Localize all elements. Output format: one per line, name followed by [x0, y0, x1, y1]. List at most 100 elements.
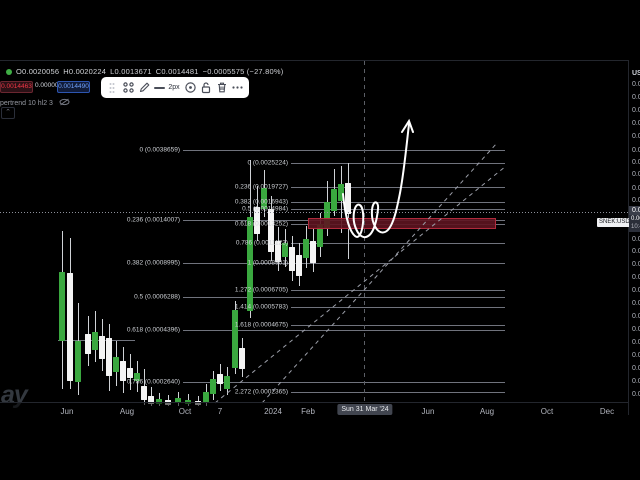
fib-right-line[interactable]	[291, 263, 505, 264]
candle[interactable]	[345, 183, 351, 214]
fib-right-label: 2.272 (0.0002365)	[234, 388, 288, 396]
color-pencil-icon[interactable]	[137, 79, 152, 96]
candle[interactable]	[120, 361, 126, 381]
time-axis-label: 7	[217, 407, 223, 416]
time-axis[interactable]: Sun 31 Mar '24 Jun Aug Oct 7 2024 Feb Jun Aug Oc…	[0, 402, 640, 417]
drawing-toolbar[interactable]: 2px	[101, 77, 249, 98]
candle[interactable]	[113, 357, 119, 372]
fib-right-label: 0.786 (0.0011123)	[235, 239, 288, 247]
candle[interactable]	[331, 189, 337, 211]
price-tick-label: 0.00	[632, 365, 640, 372]
dot-style-icon[interactable]	[121, 79, 136, 96]
eye-hidden-icon[interactable]	[59, 98, 70, 106]
pair-price-tag: SNEK:USDT	[597, 218, 636, 227]
fib-left-line[interactable]	[183, 382, 505, 383]
price-tick-label: 0.00	[632, 120, 640, 127]
time-axis-label: Aug	[119, 407, 135, 416]
price-axis-unit: USDT	[632, 70, 640, 77]
ohlc-high: H0.0020224	[63, 67, 107, 76]
price-tick-label: 0.00	[632, 133, 640, 140]
price-tick-label: 0.00	[632, 274, 640, 281]
buy-price-button[interactable]: 0.0014490	[57, 81, 90, 93]
candle[interactable]	[127, 368, 133, 378]
fib-left-label: 0.5 (0.0006288)	[134, 293, 180, 301]
fib-right-line[interactable]	[291, 392, 505, 393]
fib-right-line[interactable]	[291, 163, 505, 164]
drag-handle-icon[interactable]	[105, 79, 120, 96]
price-tick-label: 0.00	[632, 378, 640, 385]
sell-price-button[interactable]: 0.0014463	[0, 81, 33, 93]
price-countdown-label: 0.00 10:4	[629, 215, 640, 232]
indicator-legend[interactable]: pertrend 10 hl2 3	[0, 98, 70, 107]
ohlc-low: L0.0013671	[110, 67, 152, 76]
crosshair-date-label: Sun 31 Mar '24	[337, 404, 393, 415]
candle[interactable]	[175, 398, 181, 403]
candle[interactable]	[289, 247, 295, 271]
fib-right-label: 0 (0.0025224)	[247, 159, 288, 167]
price-tick-label: 0.00	[632, 94, 640, 101]
candle[interactable]	[106, 338, 112, 376]
candle[interactable]	[59, 272, 65, 341]
candle[interactable]	[296, 255, 302, 276]
candle[interactable]	[303, 239, 309, 258]
candle[interactable]	[239, 348, 245, 369]
fib-right-line[interactable]	[291, 325, 505, 326]
price-tick-label: 0.00	[632, 107, 640, 114]
unlock-icon[interactable]	[199, 79, 214, 96]
spread-value: 0.0000027	[35, 82, 66, 89]
candle[interactable]	[210, 379, 216, 394]
fib-left-line[interactable]	[183, 150, 505, 151]
fib-right-line[interactable]	[291, 307, 505, 308]
ohlc-legend: O0.0020056 H0.0020224 L0.0013671 C0.0014481…	[16, 67, 287, 76]
price-tick-label: 0.00	[632, 197, 640, 204]
time-axis-label: Jun	[60, 407, 74, 416]
candle[interactable]	[141, 386, 147, 400]
fib-right-label: 1.272 (0.0006705)	[234, 286, 288, 294]
fib-right-line[interactable]	[291, 187, 505, 188]
price-tick-label: 0.00	[632, 81, 640, 88]
candle[interactable]	[203, 392, 209, 402]
indicator-label: pertrend 10 hl2 3	[0, 100, 53, 107]
candle[interactable]	[338, 184, 344, 201]
candle[interactable]	[148, 396, 154, 404]
candle[interactable]	[99, 336, 105, 359]
price-axis[interactable]: USDT 0.00 0.000.000.000.000.000.000.000.…	[628, 60, 640, 415]
candle[interactable]	[232, 310, 238, 368]
line-width-icon[interactable]	[153, 79, 168, 96]
time-axis-label: Jun	[421, 407, 435, 416]
fib-right-label: 1 (0.0008901)	[247, 259, 288, 267]
fib-right-label: 1.414 (0.0005783)	[234, 303, 288, 311]
fib-right-label: 0.236 (0.0019727)	[234, 183, 288, 191]
candle[interactable]	[75, 341, 81, 382]
target-point-icon[interactable]	[183, 79, 198, 96]
price-tick-label: 0.00	[632, 287, 640, 294]
candle[interactable]	[134, 373, 140, 381]
fib-left-line[interactable]	[183, 297, 505, 298]
delete-icon[interactable]	[214, 79, 229, 96]
price-tick-label: 0.00	[632, 300, 640, 307]
fib-right-label: 0.382 (0.0016943)	[234, 198, 288, 206]
candle[interactable]	[92, 332, 98, 350]
top-divider	[0, 60, 640, 61]
candle[interactable]	[217, 374, 223, 384]
price-tick-label: 0.00	[632, 261, 640, 268]
candle[interactable]	[310, 241, 316, 263]
fib-left-label: 0.382 (0.0008995)	[126, 259, 180, 267]
line-width-label[interactable]: 2px	[168, 84, 180, 91]
candle[interactable]	[67, 273, 73, 381]
ohlc-open: O0.0020056	[16, 67, 60, 76]
resistance-zone-box[interactable]	[308, 218, 496, 229]
countdown-price: 0.00	[631, 216, 640, 222]
fib-right-line[interactable]	[291, 290, 505, 291]
candle[interactable]	[156, 399, 162, 404]
price-tick-label: 0.00	[632, 352, 640, 359]
collapse-indicator-button[interactable]: ⌃	[1, 107, 15, 119]
fib-right-line[interactable]	[291, 243, 505, 244]
more-options-icon[interactable]	[230, 79, 245, 96]
candle[interactable]	[224, 376, 230, 389]
candle[interactable]	[85, 334, 91, 354]
price-tick-label: 0.00	[632, 236, 640, 243]
countdown-timer: 10:4	[631, 224, 640, 230]
ohlc-change: −0.0005575 (−27.80%)	[202, 67, 284, 76]
